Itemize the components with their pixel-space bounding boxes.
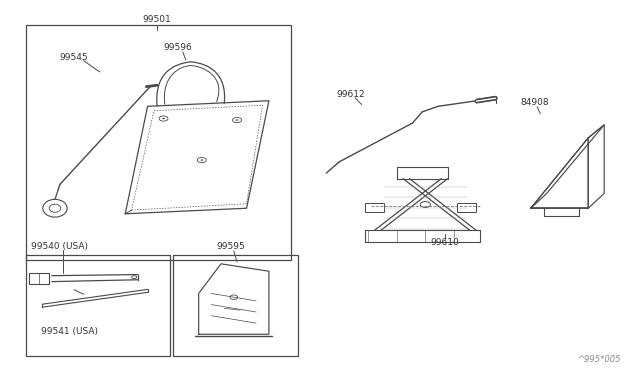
Bar (29, 273, 49, 284)
Text: 84908: 84908 (520, 99, 549, 108)
Text: 99610: 99610 (430, 238, 459, 247)
Text: 99595: 99595 (216, 242, 245, 251)
Bar (26, 25, 291, 260)
Text: 99545: 99545 (60, 53, 88, 62)
Bar (458, 203, 476, 212)
Bar (173, 254, 298, 356)
Text: 99596: 99596 (164, 43, 193, 52)
Text: 99541 (USA): 99541 (USA) (40, 327, 97, 336)
Bar (365, 203, 384, 212)
Circle shape (236, 119, 238, 121)
Text: 99540 (USA): 99540 (USA) (31, 241, 88, 250)
Text: 99501: 99501 (143, 16, 172, 25)
Text: 99612: 99612 (337, 90, 365, 99)
Text: ^995*005: ^995*005 (577, 355, 620, 364)
Bar (26, 254, 170, 356)
Circle shape (163, 118, 165, 119)
Circle shape (200, 159, 203, 161)
